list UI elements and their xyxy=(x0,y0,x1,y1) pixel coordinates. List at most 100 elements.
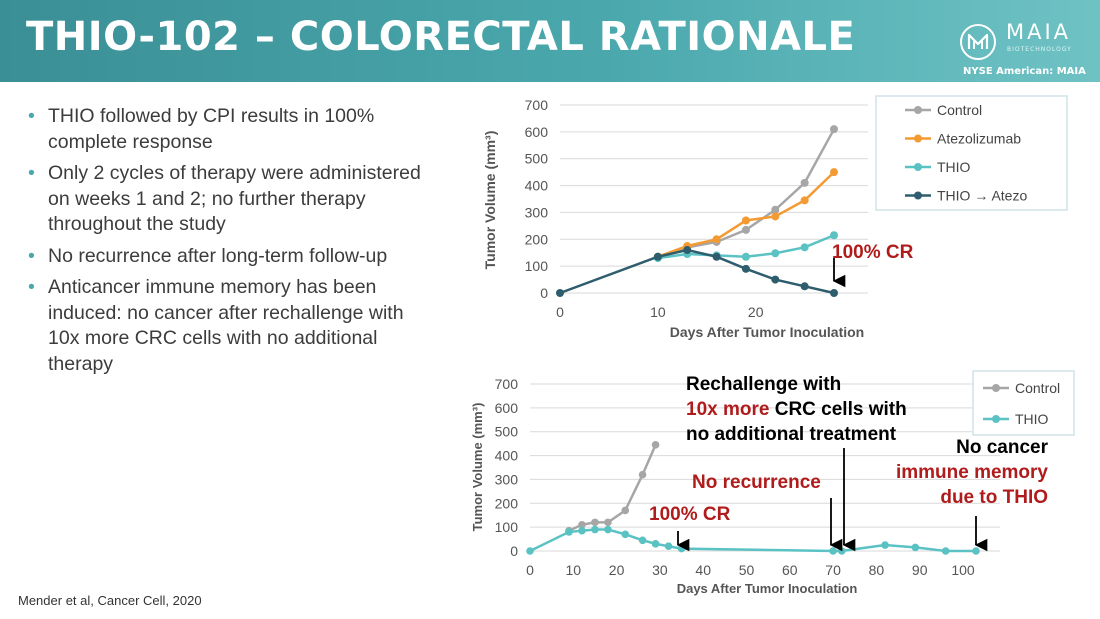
citation: Mender et al, Cancer Cell, 2020 xyxy=(18,593,202,608)
y-tick-label: 400 xyxy=(495,448,519,464)
data-point-control xyxy=(651,441,660,449)
data-point-thio-atezo xyxy=(556,289,564,297)
chart-top-ylabel: Tumor Volume (mm³) xyxy=(482,131,498,270)
x-tick-label: 10 xyxy=(650,304,666,320)
data-point-thio-atezo xyxy=(683,246,692,255)
data-point-thio xyxy=(664,542,673,551)
bullet-item: Only 2 cycles of therapy were administer… xyxy=(24,161,434,238)
legend-label-thio: THIO xyxy=(1015,411,1049,427)
chart-top-xlabel: Days After Tumor Inoculation xyxy=(670,324,864,340)
data-point-control xyxy=(830,125,838,134)
y-tick-label: 400 xyxy=(525,178,549,194)
y-tick-label: 100 xyxy=(525,258,549,274)
x-tick-label: 0 xyxy=(526,562,534,578)
data-point-control xyxy=(604,518,612,527)
y-tick-label: 600 xyxy=(525,124,549,140)
chart-bottom-ylabel: Tumor Volume (mm³) xyxy=(470,403,485,532)
legend-marker-atezolizumab xyxy=(914,134,922,143)
data-point-thio xyxy=(565,528,573,536)
legend-marker-control xyxy=(914,106,922,114)
data-point-atezolizumab xyxy=(830,168,838,177)
x-tick-label: 0 xyxy=(556,304,564,320)
data-point-thio-atezo xyxy=(800,282,809,291)
data-point-thio xyxy=(741,252,750,261)
data-point-thio xyxy=(881,541,889,549)
data-point-thio xyxy=(911,543,920,552)
y-tick-label: 500 xyxy=(525,151,549,167)
chart-bottom-legend: Control THIO xyxy=(972,370,1075,436)
y-tick-label: 200 xyxy=(495,495,519,511)
data-point-thio-atezo xyxy=(771,275,780,284)
bullet-item: No recurrence after long-term follow-up xyxy=(24,244,434,270)
data-point-thio xyxy=(651,540,660,548)
x-tick-label: 40 xyxy=(695,562,711,578)
stock-listing: NYSE American: MAIA xyxy=(963,66,1086,77)
data-point-control xyxy=(621,506,630,515)
no-recurrence-label: No recurrence xyxy=(692,472,821,493)
legend-marker-thio xyxy=(992,415,1000,423)
series-line-control xyxy=(657,128,836,258)
data-point-thio xyxy=(526,547,534,555)
y-tick-label: 0 xyxy=(510,543,518,559)
legend-label-control: Control xyxy=(937,102,982,118)
legend-marker-control xyxy=(992,384,1000,392)
x-tick-label: 10 xyxy=(566,562,582,578)
data-point-thio xyxy=(800,243,809,252)
title-banner xyxy=(0,0,1100,82)
x-tick-label: 60 xyxy=(782,562,798,578)
chart-bottom: 0 100 200 300 400 500 600 700 0 10 20 30 40 50 60 70 80… xyxy=(470,370,1075,596)
bullet-list: THIO followed by CPI results in 100% com… xyxy=(24,104,434,383)
data-point-atezolizumab xyxy=(771,212,780,221)
no-cancer-label: No cancer xyxy=(956,437,1048,458)
y-tick-label: 300 xyxy=(495,471,519,487)
data-point-control xyxy=(578,520,586,529)
data-point-thio xyxy=(941,547,950,555)
series-line-control xyxy=(568,444,657,532)
y-tick-label: 700 xyxy=(525,97,549,113)
data-point-atezolizumab xyxy=(800,196,809,205)
data-point-thio-atezo xyxy=(741,264,750,273)
rechallenge-label-line2: 10x more CRC cells with xyxy=(686,399,907,420)
data-point-thio xyxy=(638,536,647,545)
cr-label-bottom: 100% CR xyxy=(649,504,731,525)
series-line-thio-atezo xyxy=(559,248,835,295)
legend-label-thio-atezo: THIO → Atezo xyxy=(937,188,1027,204)
y-tick-label: 0 xyxy=(540,285,548,301)
legend-marker-thio xyxy=(914,163,922,171)
legend-label-atezolizumab: Atezolizumab xyxy=(937,131,1021,147)
data-point-control xyxy=(771,205,780,214)
data-point-control xyxy=(741,225,750,234)
data-point-thio xyxy=(621,530,630,539)
rechallenge-text: CRC cells with xyxy=(769,399,906,420)
data-point-atezolizumab xyxy=(712,235,721,244)
data-point-thio xyxy=(677,544,686,553)
y-tick-label: 200 xyxy=(525,231,549,247)
x-tick-label: 20 xyxy=(748,304,764,320)
data-point-thio xyxy=(771,249,780,258)
chart-bottom-xlabel: Days After Tumor Inoculation xyxy=(677,581,858,596)
data-point-thio xyxy=(578,526,586,535)
data-point-thio xyxy=(604,525,612,534)
y-tick-label: 700 xyxy=(495,376,519,392)
x-tick-label: 50 xyxy=(739,562,755,578)
data-point-thio-atezo xyxy=(830,289,838,297)
bullet-item: Anticancer immune memory has been induce… xyxy=(24,275,434,377)
y-tick-label: 600 xyxy=(495,400,519,416)
data-point-control xyxy=(591,518,599,527)
y-tick-label: 500 xyxy=(495,424,519,440)
logo-name: MAIA xyxy=(1006,20,1072,44)
cr-label-top: 100% CR xyxy=(832,242,914,263)
data-point-thio-atezo xyxy=(653,252,662,261)
series-line-thio xyxy=(529,528,976,553)
x-tick-label: 20 xyxy=(609,562,625,578)
legend-label-thio: THIO xyxy=(937,159,971,175)
x-tick-label: 80 xyxy=(869,562,885,578)
logo-subtitle: BIOTECHNOLOGY xyxy=(1007,46,1072,53)
immune-memory-label: immune memory xyxy=(896,462,1048,483)
rechallenge-emphasis: 10x more xyxy=(686,399,769,420)
x-tick-label: 100 xyxy=(951,562,975,578)
chart-top-legend: Control Atezolizumab THIO THIO → Atezo xyxy=(875,95,1068,211)
due-to-thio-label: due to THIO xyxy=(940,487,1048,508)
rechallenge-label-line1: Rechallenge with xyxy=(686,374,841,395)
